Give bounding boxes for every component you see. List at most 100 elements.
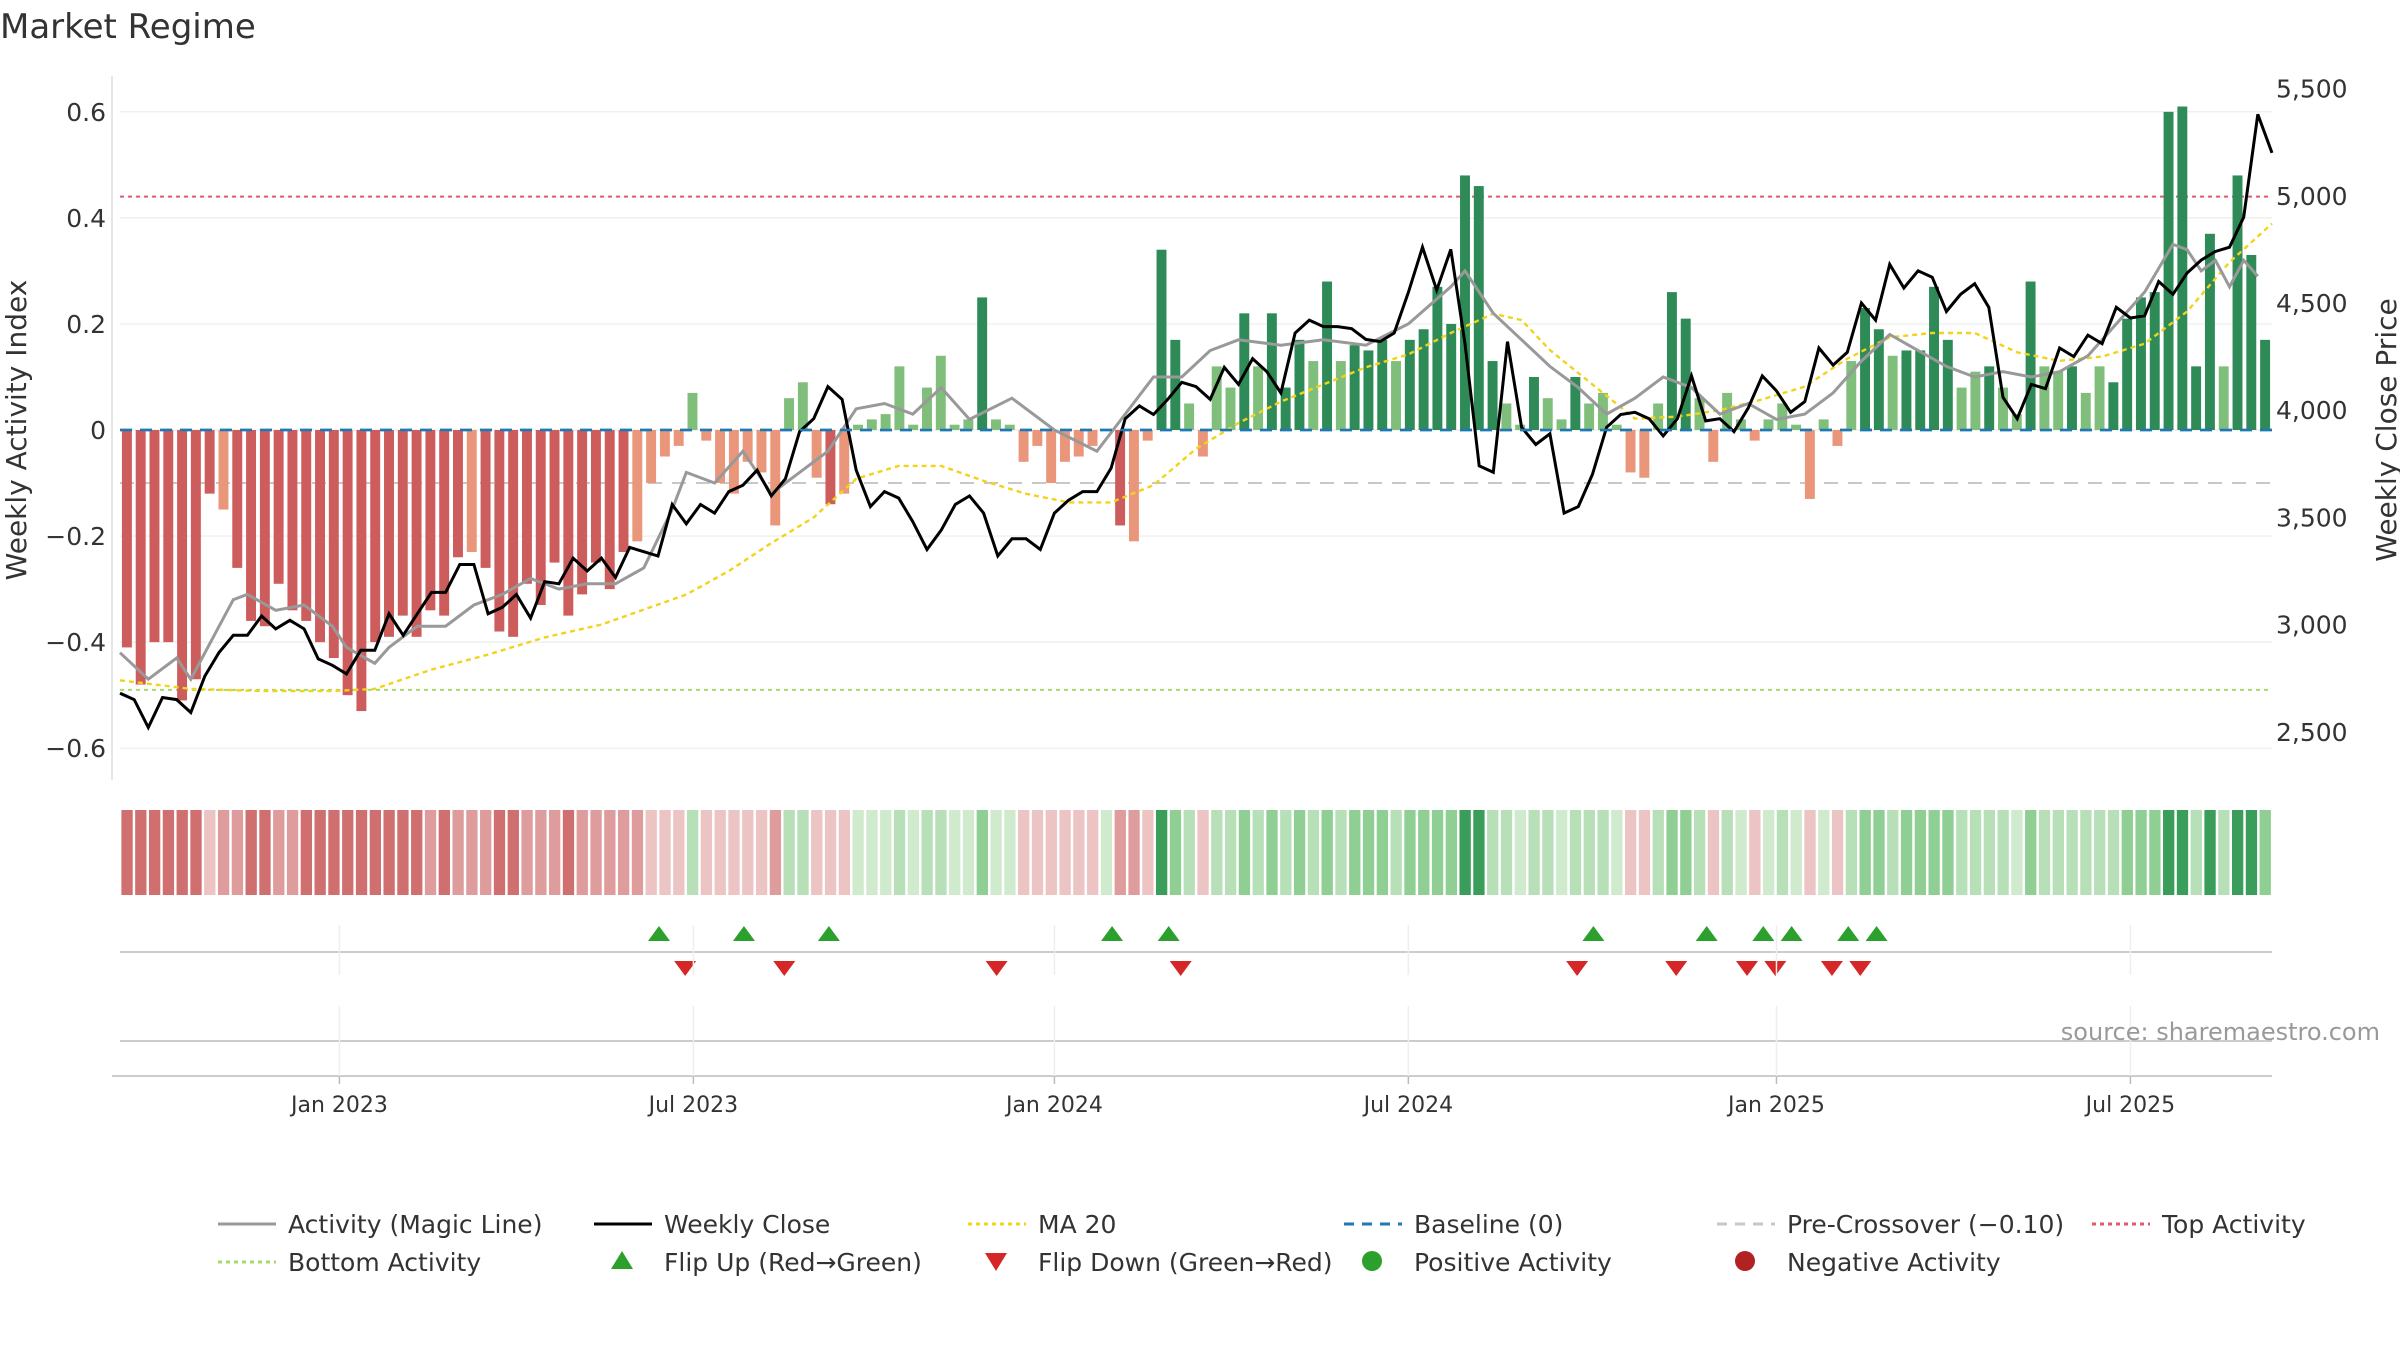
activity-bar <box>273 430 284 584</box>
heat-cell <box>121 810 133 895</box>
right-tick-label-2: 4,500 <box>2276 289 2348 318</box>
heat-cell <box>314 810 326 895</box>
activity-bar <box>604 430 615 590</box>
x-tick-label-5: Jul 2025 <box>2084 1093 2176 1118</box>
heat-cell <box>769 810 782 895</box>
activity-bar <box>1128 430 1139 542</box>
heat-cell <box>907 810 919 895</box>
activity-bar <box>2149 292 2160 430</box>
axes: 0.6 0.4 0.2 0 −0.2 −0.4 −0.6 5,500 5,000 4,500 4,0… <box>45 75 2348 780</box>
heat-cell <box>217 810 230 895</box>
heat-cell <box>162 810 175 895</box>
reference-lines <box>120 195 2272 691</box>
flip-up-marker <box>1582 926 1605 941</box>
heat-cell <box>1459 810 1471 895</box>
heat-cell <box>2094 810 2106 895</box>
activity-bar <box>411 430 422 637</box>
heat-cell <box>866 810 878 895</box>
activity-bar <box>563 430 574 616</box>
heat-cell <box>2066 810 2078 895</box>
heat-cell <box>962 810 975 895</box>
left-tick-label-5: −0.4 <box>45 628 106 657</box>
heat-cell <box>1956 810 1968 895</box>
left-tick-label-0: 0.6 <box>66 98 106 127</box>
regime-heat-strip <box>121 810 2271 895</box>
heat-cell <box>1169 810 1182 895</box>
heat-cell <box>949 810 961 895</box>
heat-cell <box>1611 810 1623 895</box>
heat-cell <box>1914 810 1927 895</box>
heat-cell <box>1114 810 1126 895</box>
activity-bar <box>177 430 188 701</box>
heat-cell <box>1252 810 1264 895</box>
activity-bar <box>1791 424 1802 430</box>
activity-bar <box>1873 329 1884 430</box>
heat-cell <box>1142 810 1154 895</box>
heat-cell <box>1542 810 1554 895</box>
heat-cell <box>231 810 244 895</box>
flip-up-marker <box>817 926 840 941</box>
activity-bar <box>701 430 712 441</box>
heat-cell <box>645 810 657 895</box>
heat-cell <box>1031 810 1044 895</box>
heat-cell <box>562 810 575 895</box>
activity-bar <box>2080 392 2091 430</box>
heat-cell <box>411 810 423 895</box>
right-tick-label-1: 5,000 <box>2276 182 2348 211</box>
heat-cell <box>204 810 216 895</box>
legend-label: Bottom Activity <box>288 1248 481 1277</box>
heat-cell <box>976 810 988 895</box>
legend-label: Weekly Close <box>664 1210 830 1239</box>
flip-down-marker <box>1566 961 1589 976</box>
heat-cell <box>286 810 299 895</box>
legend-label: Top Activity <box>2161 1210 2306 1239</box>
activity-bar <box>549 430 560 563</box>
legend-item-7: Flip Up (Red→Green) <box>611 1248 922 1277</box>
activity-bar <box>2067 366 2077 430</box>
activity-bar <box>1418 329 1429 430</box>
activity-bar <box>784 398 795 430</box>
flip-down-marker <box>1169 961 1192 976</box>
activity-bar <box>1984 366 1995 430</box>
heat-cell <box>1721 810 1733 895</box>
heat-cell <box>2163 810 2175 895</box>
heat-cell <box>604 810 616 895</box>
activity-bar <box>1335 361 1346 430</box>
heat-cell <box>1045 810 1057 895</box>
activity-bar <box>1487 361 1498 430</box>
activity-bar <box>715 430 726 484</box>
activity-bar <box>797 382 808 430</box>
heat-cell <box>1583 810 1595 895</box>
heat-cell <box>742 810 754 895</box>
heat-cell <box>397 810 409 895</box>
activity-bar <box>687 392 698 430</box>
activity-bar <box>770 430 781 526</box>
heat-cell <box>1183 810 1195 895</box>
activity-bar <box>149 430 160 643</box>
activity-bar <box>646 430 657 484</box>
heat-cell <box>1487 810 1499 895</box>
flip-up-marker <box>1752 926 1775 941</box>
heat-cell <box>2176 810 2189 895</box>
heat-cell <box>1776 810 1789 895</box>
activity-bar <box>922 387 932 430</box>
heat-cell <box>2107 810 2120 895</box>
heat-cell <box>369 810 381 895</box>
activity-bar <box>1059 430 1070 462</box>
heat-cell <box>1500 810 1513 895</box>
heat-cell <box>2025 810 2037 895</box>
x-tick-label-3: Jul 2024 <box>1362 1093 1454 1118</box>
right-tick-label-6: 2,500 <box>2276 718 2348 747</box>
heat-cell <box>342 810 354 895</box>
activity-bar <box>218 430 229 510</box>
activity-bar <box>2232 175 2243 430</box>
activity-bar <box>908 424 919 430</box>
activity-bar <box>1197 430 1208 457</box>
heat-cell <box>1693 810 1706 895</box>
activity-bar <box>535 430 546 605</box>
heat-cell <box>935 810 947 895</box>
legend-swatch <box>985 1253 1007 1271</box>
activity-bar <box>1763 419 1774 430</box>
heat-cell <box>273 810 285 895</box>
left-tick-label-3: 0 <box>90 416 106 445</box>
